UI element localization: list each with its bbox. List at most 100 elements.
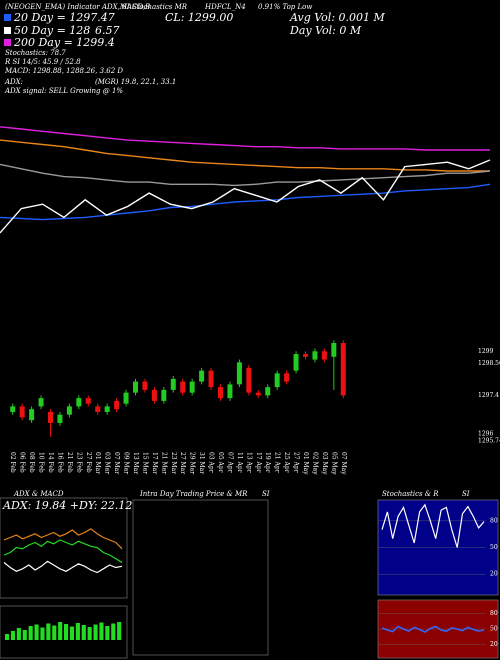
panel-subtitle: SI: [262, 490, 270, 498]
macd-bar: [64, 624, 69, 640]
x-tick-label: 09 Mar: [123, 452, 130, 474]
candle-body: [38, 398, 44, 407]
candle-body: [104, 406, 110, 412]
y-tick-label: 50: [490, 626, 498, 633]
candle-body: [161, 389, 167, 401]
x-tick-label: 11 Apr: [236, 452, 243, 473]
candle-body: [29, 409, 35, 421]
candle-body: [284, 373, 290, 382]
candle-body: [312, 351, 318, 360]
panel-title: Intra Day Trading Price & MR: [139, 490, 248, 498]
candle-body: [218, 387, 223, 399]
y-tick-label: 1296: [478, 430, 493, 437]
candle-body: [255, 392, 261, 396]
x-tick-label: 07 Mar: [113, 452, 120, 474]
x-tick-label: 02 Feb: [9, 452, 16, 473]
candle-body: [170, 378, 176, 390]
x-tick-label: 05 May: [330, 452, 337, 475]
candle-body: [303, 354, 308, 357]
y-tick-label: 20: [490, 641, 498, 648]
x-tick-label: 21 Feb: [66, 452, 73, 473]
x-tick-label: 27 Feb: [85, 452, 92, 473]
candle-body: [114, 400, 120, 410]
candle-body: [57, 414, 63, 423]
candle-body: [236, 362, 242, 385]
line-series: [381, 503, 485, 548]
x-tick-label: 29 Mar: [189, 452, 196, 474]
line-series: [3, 560, 123, 574]
stoch-label: SI Stochastics MR: [122, 3, 188, 11]
x-tick-label: 13 Apr: [245, 452, 252, 473]
x-tick-label: 17 Mar: [151, 452, 158, 474]
macd-bar: [40, 627, 45, 640]
candle-body: [123, 392, 129, 404]
legend-swatch: [4, 14, 11, 21]
legend-ma200: 200 Day = 1299.4: [13, 36, 115, 49]
candle-body: [274, 373, 280, 388]
macd-bar: [93, 624, 98, 640]
legend-ma20: 20 Day = 1297.47: [13, 11, 115, 24]
macd-bar: [99, 622, 104, 640]
candle-body: [151, 389, 157, 401]
candle-body: [199, 370, 205, 382]
panel: [132, 499, 269, 656]
x-tick-label: 07 Apr: [226, 452, 233, 473]
y-tick-label: 80: [490, 610, 498, 617]
x-tick-label: 01 May: [302, 452, 309, 475]
stochastics-text: Stochastics: 78.7: [5, 49, 66, 57]
panel-title: Stochastics & R: [382, 490, 439, 498]
macd-bar: [5, 634, 10, 640]
legend-swatch: [4, 27, 11, 34]
x-tick-label: 03 May: [321, 452, 328, 475]
x-tick-label: 25 Apr: [283, 452, 290, 473]
avg-vol: Avg Vol: 0.001 M: [289, 11, 386, 24]
x-tick-label: 06 Feb: [19, 452, 26, 473]
candle-body: [321, 351, 327, 360]
macd-bar: [75, 623, 80, 640]
x-tick-label: 07 May: [340, 452, 347, 475]
x-tick-label: 13 Mar: [132, 452, 139, 474]
candle-body: [208, 370, 214, 388]
legend-swatch: [4, 39, 11, 46]
line-series: [0, 139, 490, 172]
x-tick-label: 27 Apr: [293, 452, 300, 473]
y-tick-label: 80: [490, 517, 498, 524]
candle-body: [66, 406, 72, 415]
x-tick-label: 17 Apr: [255, 452, 262, 473]
x-tick-label: 23 Mar: [170, 452, 177, 474]
candle-body: [265, 387, 271, 396]
macd-bar: [28, 626, 33, 640]
x-tick-label: 14 Feb: [47, 452, 54, 473]
adx-signal: ADX signal: SELL Growing @ 1%: [4, 87, 123, 95]
x-tick-label: 21 Apr: [274, 452, 281, 473]
y-tick-label: 1297.4: [478, 392, 499, 399]
macd-text: MACD: 1298.88, 1288.26, 3.62 D: [4, 67, 123, 75]
macd-bar: [34, 624, 39, 640]
macd-bar: [69, 626, 75, 640]
candle-body: [227, 384, 233, 399]
adx-values: (MGR) 19.8, 22.1, 33.1: [95, 78, 176, 86]
y-tick-label: 20: [490, 571, 498, 578]
macd-bar: [117, 622, 122, 640]
macd-bar: [87, 627, 92, 640]
candle-body: [142, 381, 148, 390]
panel-subtitle: SI: [462, 490, 470, 498]
macd-bar: [52, 625, 57, 640]
symbol: HDFCL_N4: [204, 3, 246, 11]
candle-body: [331, 343, 337, 357]
x-tick-label: 08 Feb: [28, 452, 35, 473]
day-vol: Day Vol: 0 M: [289, 24, 362, 37]
candle-body: [48, 411, 53, 423]
macd-bar: [16, 628, 21, 640]
x-tick-label: 15 Mar: [141, 452, 148, 474]
y-tick-label: 1298.56: [478, 360, 500, 367]
x-tick-label: 16 Feb: [56, 452, 63, 473]
indicator: (NEOGEN_EMA) Indicator ADX,MACD,B: [5, 3, 150, 11]
macd-bar: [22, 630, 27, 640]
macd-bar: [10, 631, 16, 640]
x-tick-label: 19 Apr: [264, 452, 271, 473]
adx-text: ADX:: [4, 78, 23, 86]
candle-body: [133, 381, 138, 393]
x-tick-label: 23 Feb: [75, 452, 82, 473]
close: CL: 1299.00: [165, 11, 233, 24]
